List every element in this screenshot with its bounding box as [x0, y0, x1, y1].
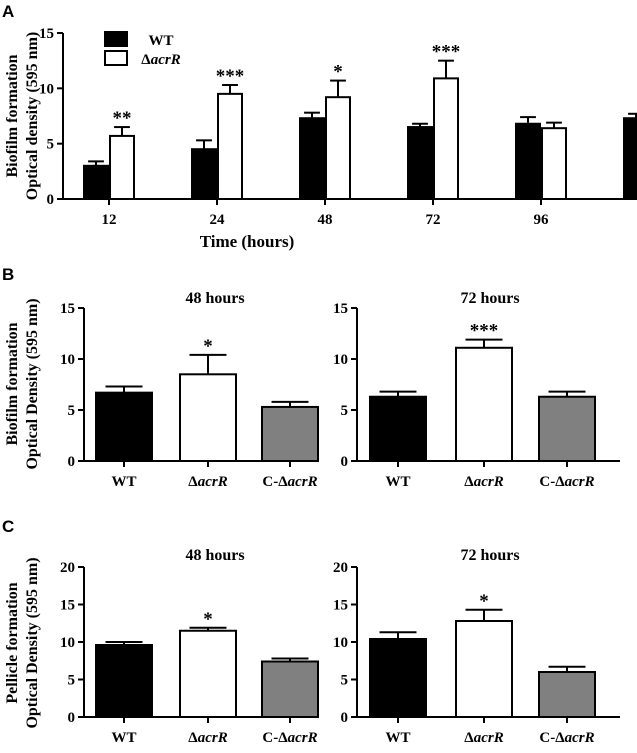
y-tick-label: 15: [60, 598, 75, 614]
bar: [538, 671, 596, 718]
chart-title: 48 hours: [185, 290, 244, 307]
panel-letter-b: B: [2, 265, 14, 284]
bar: [369, 638, 427, 718]
y-tick-label: 5: [341, 403, 349, 419]
bar: [261, 660, 319, 718]
x-tick-label: 12: [102, 212, 117, 228]
significance-label: *: [479, 591, 489, 612]
x-tick-label: 24: [210, 212, 226, 228]
significance-label: **: [113, 108, 132, 129]
y-tick-label: 0: [341, 710, 349, 726]
x-tick-label: WT: [385, 730, 410, 746]
significance-label: ***: [470, 321, 499, 342]
y-tick-label: 15: [333, 598, 348, 614]
significance-label: *: [333, 62, 343, 83]
y-tick-label: 0: [68, 710, 76, 726]
x-tick-label: 72: [426, 212, 441, 228]
chart-c-72h: 0 5 10 15 20 WT * ΔacrR C-ΔacrR 72 hours: [333, 547, 620, 746]
bar: [623, 117, 637, 200]
x-tick-label: WT: [111, 474, 136, 490]
bar: [261, 405, 319, 463]
y-axis-title: Biofilm formation Optical Density (595 nm…: [4, 298, 41, 469]
x-tick-label: ΔacrR: [464, 474, 503, 490]
y-tick-label: 5: [47, 137, 55, 153]
chart-title: 48 hours: [185, 547, 244, 564]
significance-label: ***: [432, 42, 461, 63]
legend-swatch: [104, 50, 128, 66]
y-tick-label: 10: [39, 81, 54, 97]
x-tick-label: C-ΔacrR: [262, 474, 317, 490]
bar: [95, 391, 153, 462]
chart-b-72h: 0 5 10 15 WT *** ΔacrR C-ΔacrR 72 hours: [333, 290, 620, 490]
y-tick-label: 5: [68, 673, 76, 689]
chart-b-48h: 0 5 10 15 WT * ΔacrR C-ΔacrR 48 hours Biofilm for…: [4, 290, 319, 490]
y-tick-label: 5: [341, 673, 349, 689]
bar: [455, 620, 513, 718]
legend-label: ΔacrR: [141, 52, 180, 68]
y-tick-label: 0: [341, 454, 349, 470]
bar: [325, 96, 351, 200]
x-tick-label: C-ΔacrR: [262, 730, 317, 746]
y-axis-title: Pellicle formation Optical Density (595 n…: [4, 557, 41, 728]
legend-label: WT: [148, 33, 173, 49]
x-tick-label: ΔacrR: [188, 474, 227, 490]
significance-label: *: [203, 609, 213, 630]
y-tick-label: 5: [68, 403, 76, 419]
y-tick-label: 15: [39, 26, 54, 42]
panel-letter-a: A: [2, 2, 14, 21]
bar: [191, 148, 217, 200]
y-tick-label: 15: [60, 301, 75, 317]
y-tick-label: 20: [60, 560, 75, 576]
y-tick-label: 10: [333, 352, 348, 368]
y-tick-label: 0: [47, 192, 55, 208]
y-tick-label: 10: [60, 635, 75, 651]
y-tick-label: 0: [68, 454, 76, 470]
chart-title: 72 hours: [460, 290, 519, 307]
bar: [455, 346, 513, 462]
bar: [369, 395, 427, 462]
x-tick-label: ΔacrR: [464, 730, 503, 746]
bar: [541, 127, 567, 201]
x-tick-label: C-ΔacrR: [539, 730, 594, 746]
bar: [515, 122, 541, 200]
x-tick-label: C-ΔacrR: [539, 474, 594, 490]
significance-label: ***: [216, 66, 245, 87]
y-tick-label: 15: [333, 301, 348, 317]
chart-title: 72 hours: [460, 547, 519, 564]
panel-letter-c: C: [2, 517, 14, 536]
legend-swatch: [104, 31, 128, 47]
significance-label: *: [203, 336, 213, 357]
bar: [433, 77, 459, 200]
bar: [538, 395, 596, 462]
x-tick-label: 96: [534, 212, 550, 228]
bar: [179, 629, 237, 718]
y-tick-label: 10: [60, 352, 75, 368]
y-tick-label: 20: [333, 560, 348, 576]
x-tick-label: WT: [385, 474, 410, 490]
bar: [179, 373, 237, 462]
x-axis-title: Time (hours): [200, 232, 295, 251]
bar: [217, 92, 243, 200]
bar: [109, 134, 135, 200]
bar: [299, 117, 325, 200]
chart-c-48h: 0 5 10 15 20 WT * ΔacrR C-ΔacrR 48 hours Pellicle …: [4, 547, 319, 746]
x-tick-label: 48: [318, 212, 333, 228]
y-tick-label: 10: [333, 635, 348, 651]
bar: [83, 164, 109, 201]
x-tick-label: WT: [111, 730, 136, 746]
y-axis-title: Biofilm formation Optical density (595 nm…: [4, 32, 41, 200]
bar: [407, 126, 433, 200]
x-tick-label: ΔacrR: [188, 730, 227, 746]
bar: [95, 644, 153, 718]
